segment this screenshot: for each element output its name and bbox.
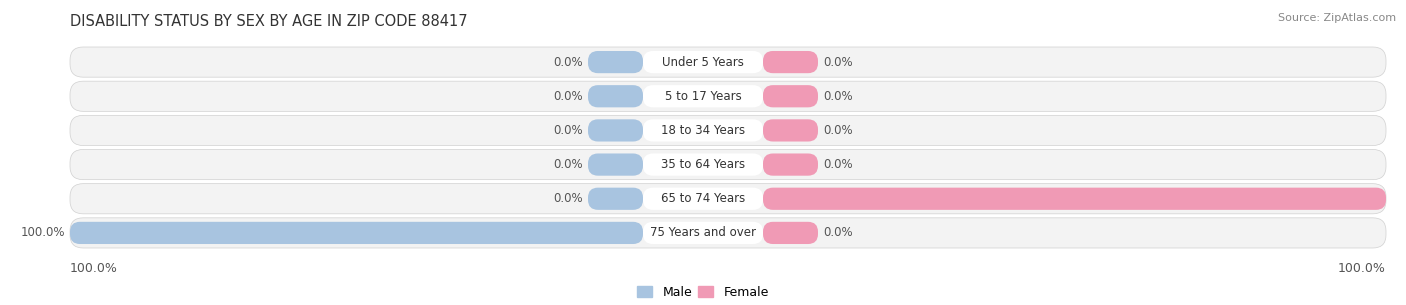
FancyBboxPatch shape — [763, 119, 818, 142]
FancyBboxPatch shape — [70, 115, 1386, 145]
Text: 100.0%: 100.0% — [21, 226, 65, 239]
FancyBboxPatch shape — [70, 222, 643, 244]
FancyBboxPatch shape — [70, 81, 1386, 111]
Text: 0.0%: 0.0% — [554, 158, 583, 171]
Text: 100.0%: 100.0% — [70, 262, 118, 275]
FancyBboxPatch shape — [643, 51, 763, 73]
FancyBboxPatch shape — [70, 47, 1386, 77]
Text: 65 to 74 Years: 65 to 74 Years — [661, 192, 745, 205]
Text: 18 to 34 Years: 18 to 34 Years — [661, 124, 745, 137]
FancyBboxPatch shape — [588, 188, 643, 210]
Text: 0.0%: 0.0% — [823, 90, 852, 103]
Text: 100.0%: 100.0% — [1339, 262, 1386, 275]
FancyBboxPatch shape — [643, 222, 763, 244]
FancyBboxPatch shape — [588, 119, 643, 142]
FancyBboxPatch shape — [588, 153, 643, 176]
Text: 100.0%: 100.0% — [1391, 192, 1406, 205]
Text: 0.0%: 0.0% — [823, 56, 852, 69]
FancyBboxPatch shape — [643, 188, 763, 210]
Text: 5 to 17 Years: 5 to 17 Years — [665, 90, 741, 103]
Text: 0.0%: 0.0% — [554, 90, 583, 103]
Text: Under 5 Years: Under 5 Years — [662, 56, 744, 69]
FancyBboxPatch shape — [763, 188, 1386, 210]
Legend: Male, Female: Male, Female — [637, 286, 769, 299]
Text: 0.0%: 0.0% — [823, 226, 852, 239]
Text: 0.0%: 0.0% — [554, 124, 583, 137]
Text: 75 Years and over: 75 Years and over — [650, 226, 756, 239]
FancyBboxPatch shape — [588, 51, 643, 73]
FancyBboxPatch shape — [70, 149, 1386, 180]
FancyBboxPatch shape — [588, 85, 643, 107]
Text: DISABILITY STATUS BY SEX BY AGE IN ZIP CODE 88417: DISABILITY STATUS BY SEX BY AGE IN ZIP C… — [70, 15, 468, 30]
Text: 0.0%: 0.0% — [554, 192, 583, 205]
FancyBboxPatch shape — [763, 153, 818, 176]
FancyBboxPatch shape — [70, 218, 1386, 248]
FancyBboxPatch shape — [643, 153, 763, 176]
FancyBboxPatch shape — [763, 51, 818, 73]
FancyBboxPatch shape — [643, 119, 763, 142]
FancyBboxPatch shape — [643, 85, 763, 107]
Text: Source: ZipAtlas.com: Source: ZipAtlas.com — [1278, 13, 1396, 23]
Text: 35 to 64 Years: 35 to 64 Years — [661, 158, 745, 171]
Text: 0.0%: 0.0% — [823, 124, 852, 137]
Text: 0.0%: 0.0% — [823, 158, 852, 171]
FancyBboxPatch shape — [70, 184, 1386, 214]
FancyBboxPatch shape — [763, 222, 818, 244]
Text: 0.0%: 0.0% — [554, 56, 583, 69]
FancyBboxPatch shape — [763, 85, 818, 107]
